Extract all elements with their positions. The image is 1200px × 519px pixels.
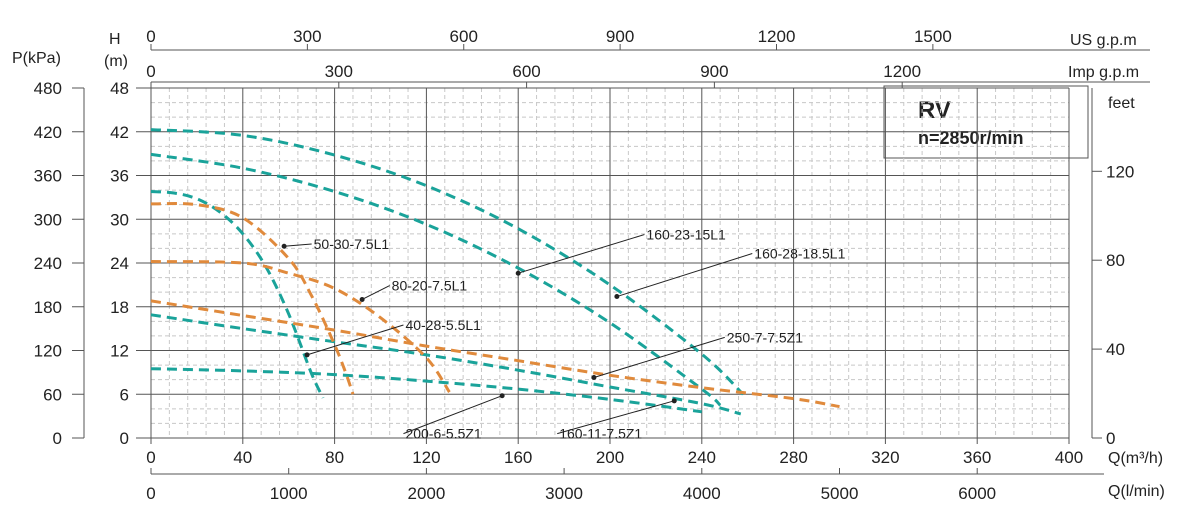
us-gpm-tick-label: 1200 bbox=[758, 27, 796, 46]
callout-dot-80-20-7-5l1 bbox=[359, 296, 365, 302]
pressure-tick-label: 60 bbox=[43, 385, 62, 404]
flow-m3h-tick-label: 0 bbox=[146, 448, 155, 467]
imp-gpm-tick-label: 0 bbox=[146, 62, 155, 81]
callout-dot-160-28-18-5l1 bbox=[614, 294, 620, 300]
flow-m3h-tick-label: 160 bbox=[504, 448, 532, 467]
imp-gpm-tick-label: 600 bbox=[512, 62, 540, 81]
callout-label-160-11-7-5z1: 160-11-7.5Z1 bbox=[559, 426, 642, 442]
flow-lmin-tick-label: 3000 bbox=[545, 484, 583, 503]
curve-160-11-7-5z1 bbox=[150, 313, 742, 416]
head-tick-label: 0 bbox=[120, 429, 129, 448]
imp-gpm-tick-label: 1200 bbox=[883, 62, 921, 81]
callout-label-200-6-5-5z1: 200-6-5.5Z1 bbox=[405, 426, 481, 442]
flow-m3h-tick-label: 200 bbox=[596, 448, 624, 467]
flow-lmin-tick-label: 2000 bbox=[407, 484, 445, 503]
pressure-tick-label: 120 bbox=[34, 342, 62, 361]
callout-dot-50-30-7-5l1 bbox=[281, 243, 287, 249]
flow-lmin-tick-label: 1000 bbox=[270, 484, 308, 503]
head-tick-label: 18 bbox=[110, 298, 129, 317]
pressure-axis-label: P(kPa) bbox=[12, 50, 61, 67]
flow-lmin-tick-label: 4000 bbox=[683, 484, 721, 503]
flow-m3h-tick-label: 120 bbox=[412, 448, 440, 467]
pressure-tick-label: 0 bbox=[53, 429, 62, 448]
feet-tick-label: 120 bbox=[1106, 162, 1134, 181]
curve-250-7-7-5z1 bbox=[150, 299, 840, 409]
head-axis-label-line1: H bbox=[109, 31, 121, 48]
callout-leader-160-11-7-5z1 bbox=[557, 400, 675, 435]
callout-label-160-23-15l1: 160-23-15L1 bbox=[646, 227, 726, 243]
imp-gpm-tick-label: 300 bbox=[325, 62, 353, 81]
imp-gpm-axis-label: Imp g.p.m bbox=[1068, 64, 1139, 81]
flow-lmin-axis-label: Q(l/min) bbox=[1108, 483, 1165, 500]
flow-m3h-tick-label: 280 bbox=[779, 448, 807, 467]
curve-40-28-5-5l1 bbox=[150, 190, 325, 399]
us-gpm-tick-label: 1500 bbox=[914, 27, 952, 46]
callout-leader-160-28-18-5l1 bbox=[616, 253, 753, 298]
callout-dot-160-11-7-5z1 bbox=[671, 398, 677, 404]
feet-tick-label: 0 bbox=[1106, 429, 1115, 448]
callout-leader-50-30-7-5l1 bbox=[284, 243, 312, 247]
us-gpm-axis-label: US g.p.m bbox=[1070, 32, 1137, 49]
flow-m3h-tick-label: 80 bbox=[325, 448, 344, 467]
flow-m3h-tick-label: 320 bbox=[871, 448, 899, 467]
curve-160-28-18-5l1 bbox=[150, 152, 722, 407]
callout-dot-40-28-5-5l1 bbox=[304, 352, 310, 358]
pressure-tick-label: 240 bbox=[34, 254, 62, 273]
chart-model-title: RV bbox=[918, 97, 951, 124]
curve-50-30-7-5l1 bbox=[150, 201, 355, 395]
head-tick-label: 12 bbox=[110, 342, 129, 361]
curve-160-23-15l1 bbox=[150, 128, 745, 396]
flow-m3h-tick-label: 240 bbox=[688, 448, 716, 467]
us-gpm-tick-label: 600 bbox=[450, 27, 478, 46]
us-gpm-tick-label: 300 bbox=[293, 27, 321, 46]
callout-label-250-7-7-5z1: 250-7-7.5Z1 bbox=[727, 329, 803, 345]
feet-tick-label: 80 bbox=[1106, 251, 1125, 270]
callout-label-50-30-7-5l1: 50-30-7.5L1 bbox=[314, 236, 390, 252]
flow-m3h-tick-label: 360 bbox=[963, 448, 991, 467]
curve-80-20-7-5l1 bbox=[150, 260, 451, 393]
head-tick-label: 36 bbox=[110, 167, 129, 186]
pressure-tick-label: 300 bbox=[34, 210, 62, 229]
pressure-tick-label: 360 bbox=[34, 167, 62, 186]
pressure-tick-label: 480 bbox=[34, 79, 62, 98]
callout-leader-80-20-7-5l1 bbox=[361, 285, 390, 300]
head-axis-label-line2: (m) bbox=[104, 53, 128, 70]
feet-tick-label: 40 bbox=[1106, 340, 1125, 359]
callout-leader-250-7-7-5z1 bbox=[593, 336, 725, 378]
flow-m3h-tick-label: 400 bbox=[1055, 448, 1083, 467]
head-tick-label: 30 bbox=[110, 210, 129, 229]
flow-lmin-tick-label: 5000 bbox=[821, 484, 859, 503]
callout-dot-160-23-15l1 bbox=[515, 270, 521, 276]
head-tick-label: 48 bbox=[110, 79, 129, 98]
callout-leader-200-6-5-5z1 bbox=[403, 395, 503, 435]
callout-label-160-28-18-5l1: 160-28-18.5L1 bbox=[754, 246, 845, 262]
us-gpm-tick-label: 900 bbox=[606, 27, 634, 46]
imp-gpm-tick-label: 900 bbox=[700, 62, 728, 81]
callout-dot-200-6-5-5z1 bbox=[499, 393, 505, 399]
head-tick-label: 42 bbox=[110, 123, 129, 142]
head-tick-label: 24 bbox=[110, 254, 129, 273]
pressure-tick-label: 180 bbox=[34, 298, 62, 317]
chart-speed-label: n=2850r/min bbox=[918, 128, 1024, 148]
flow-lmin-tick-label: 0 bbox=[146, 484, 155, 503]
head-tick-label: 6 bbox=[120, 385, 129, 404]
callout-leader-40-28-5-5l1 bbox=[306, 324, 404, 356]
flow-lmin-tick-label: 6000 bbox=[958, 484, 996, 503]
pressure-tick-label: 420 bbox=[34, 123, 62, 142]
callout-label-80-20-7-5l1: 80-20-7.5L1 bbox=[392, 278, 468, 294]
flow-m3h-tick-label: 40 bbox=[233, 448, 252, 467]
callout-label-40-28-5-5l1: 40-28-5.5L1 bbox=[405, 317, 481, 333]
feet-axis-label: feet bbox=[1108, 95, 1135, 112]
flow-m3h-axis-label: Q(m³/h) bbox=[1108, 450, 1163, 467]
us-gpm-tick-label: 0 bbox=[146, 27, 155, 46]
callout-leader-160-23-15l1 bbox=[518, 234, 645, 274]
curve-200-6-5-5z1 bbox=[150, 367, 703, 414]
callout-dot-250-7-7-5z1 bbox=[591, 374, 597, 380]
